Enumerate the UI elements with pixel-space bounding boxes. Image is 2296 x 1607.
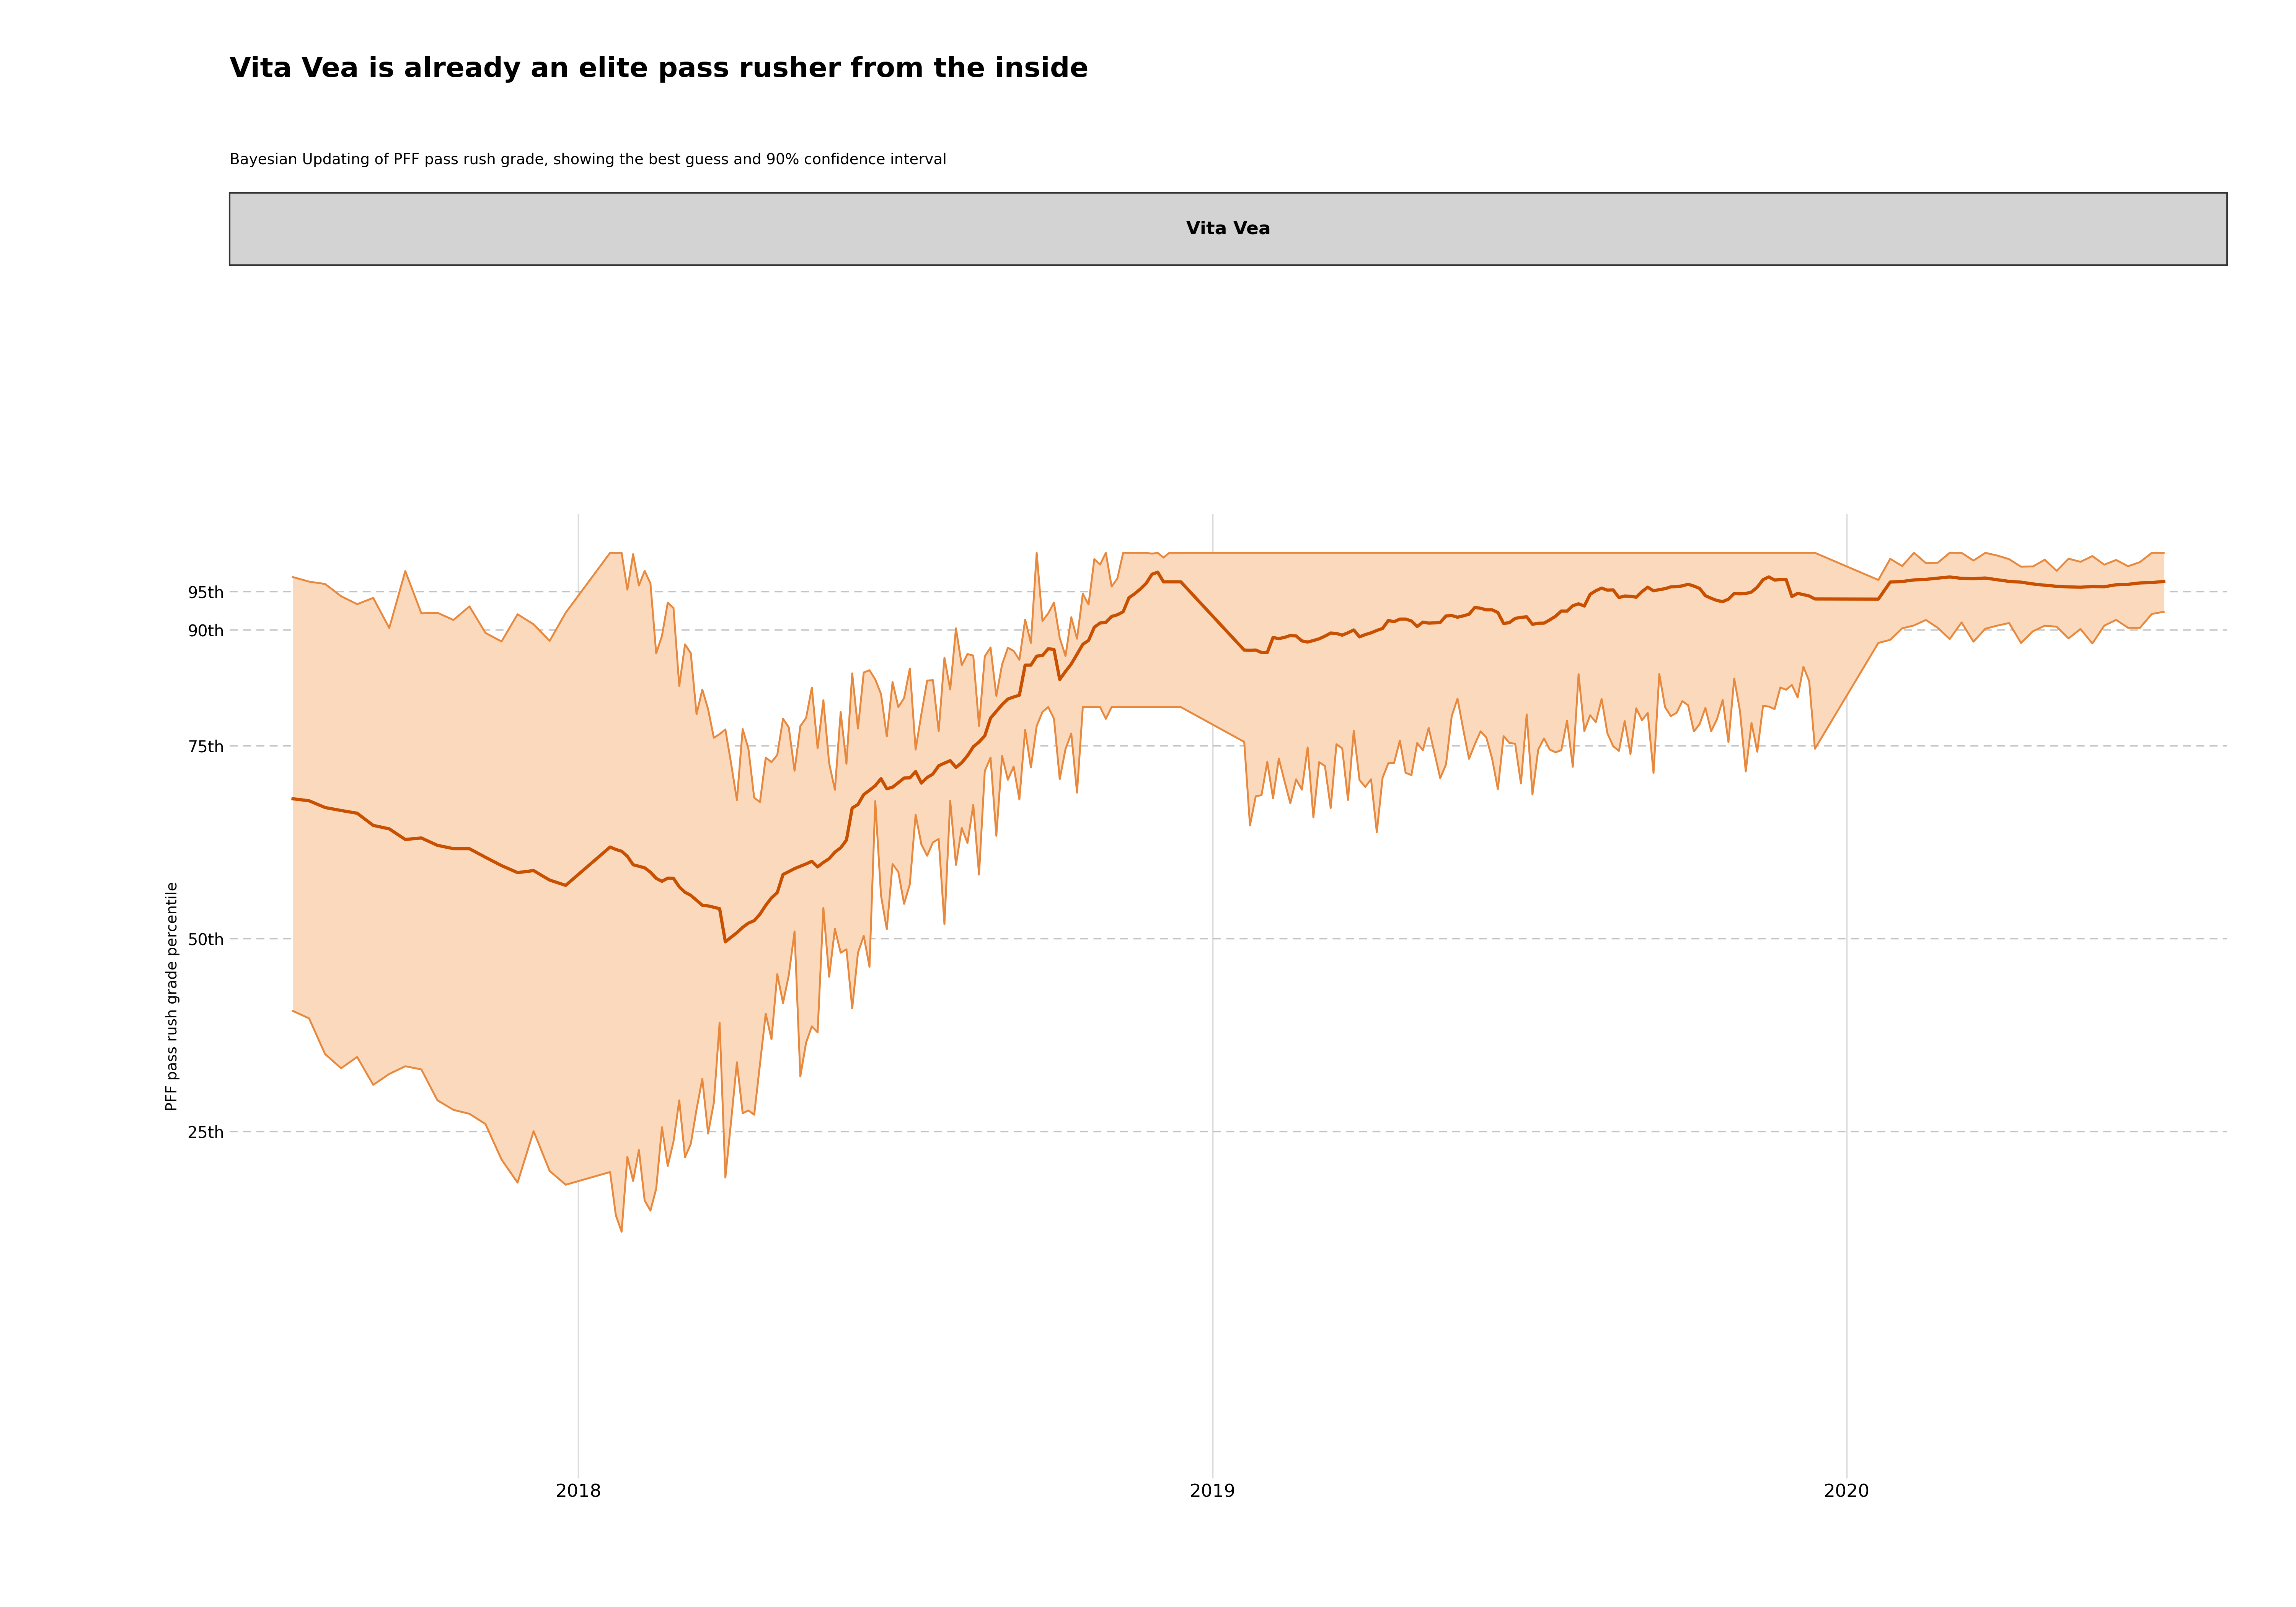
Y-axis label: PFF pass rush grade percentile: PFF pass rush grade percentile — [165, 882, 179, 1110]
Text: Vita Vea: Vita Vea — [1187, 220, 1270, 238]
Text: Bayesian Updating of PFF pass rush grade, showing the best guess and 90% confide: Bayesian Updating of PFF pass rush grade… — [230, 153, 946, 167]
Text: Vita Vea is already an elite pass rusher from the inside: Vita Vea is already an elite pass rusher… — [230, 56, 1088, 82]
